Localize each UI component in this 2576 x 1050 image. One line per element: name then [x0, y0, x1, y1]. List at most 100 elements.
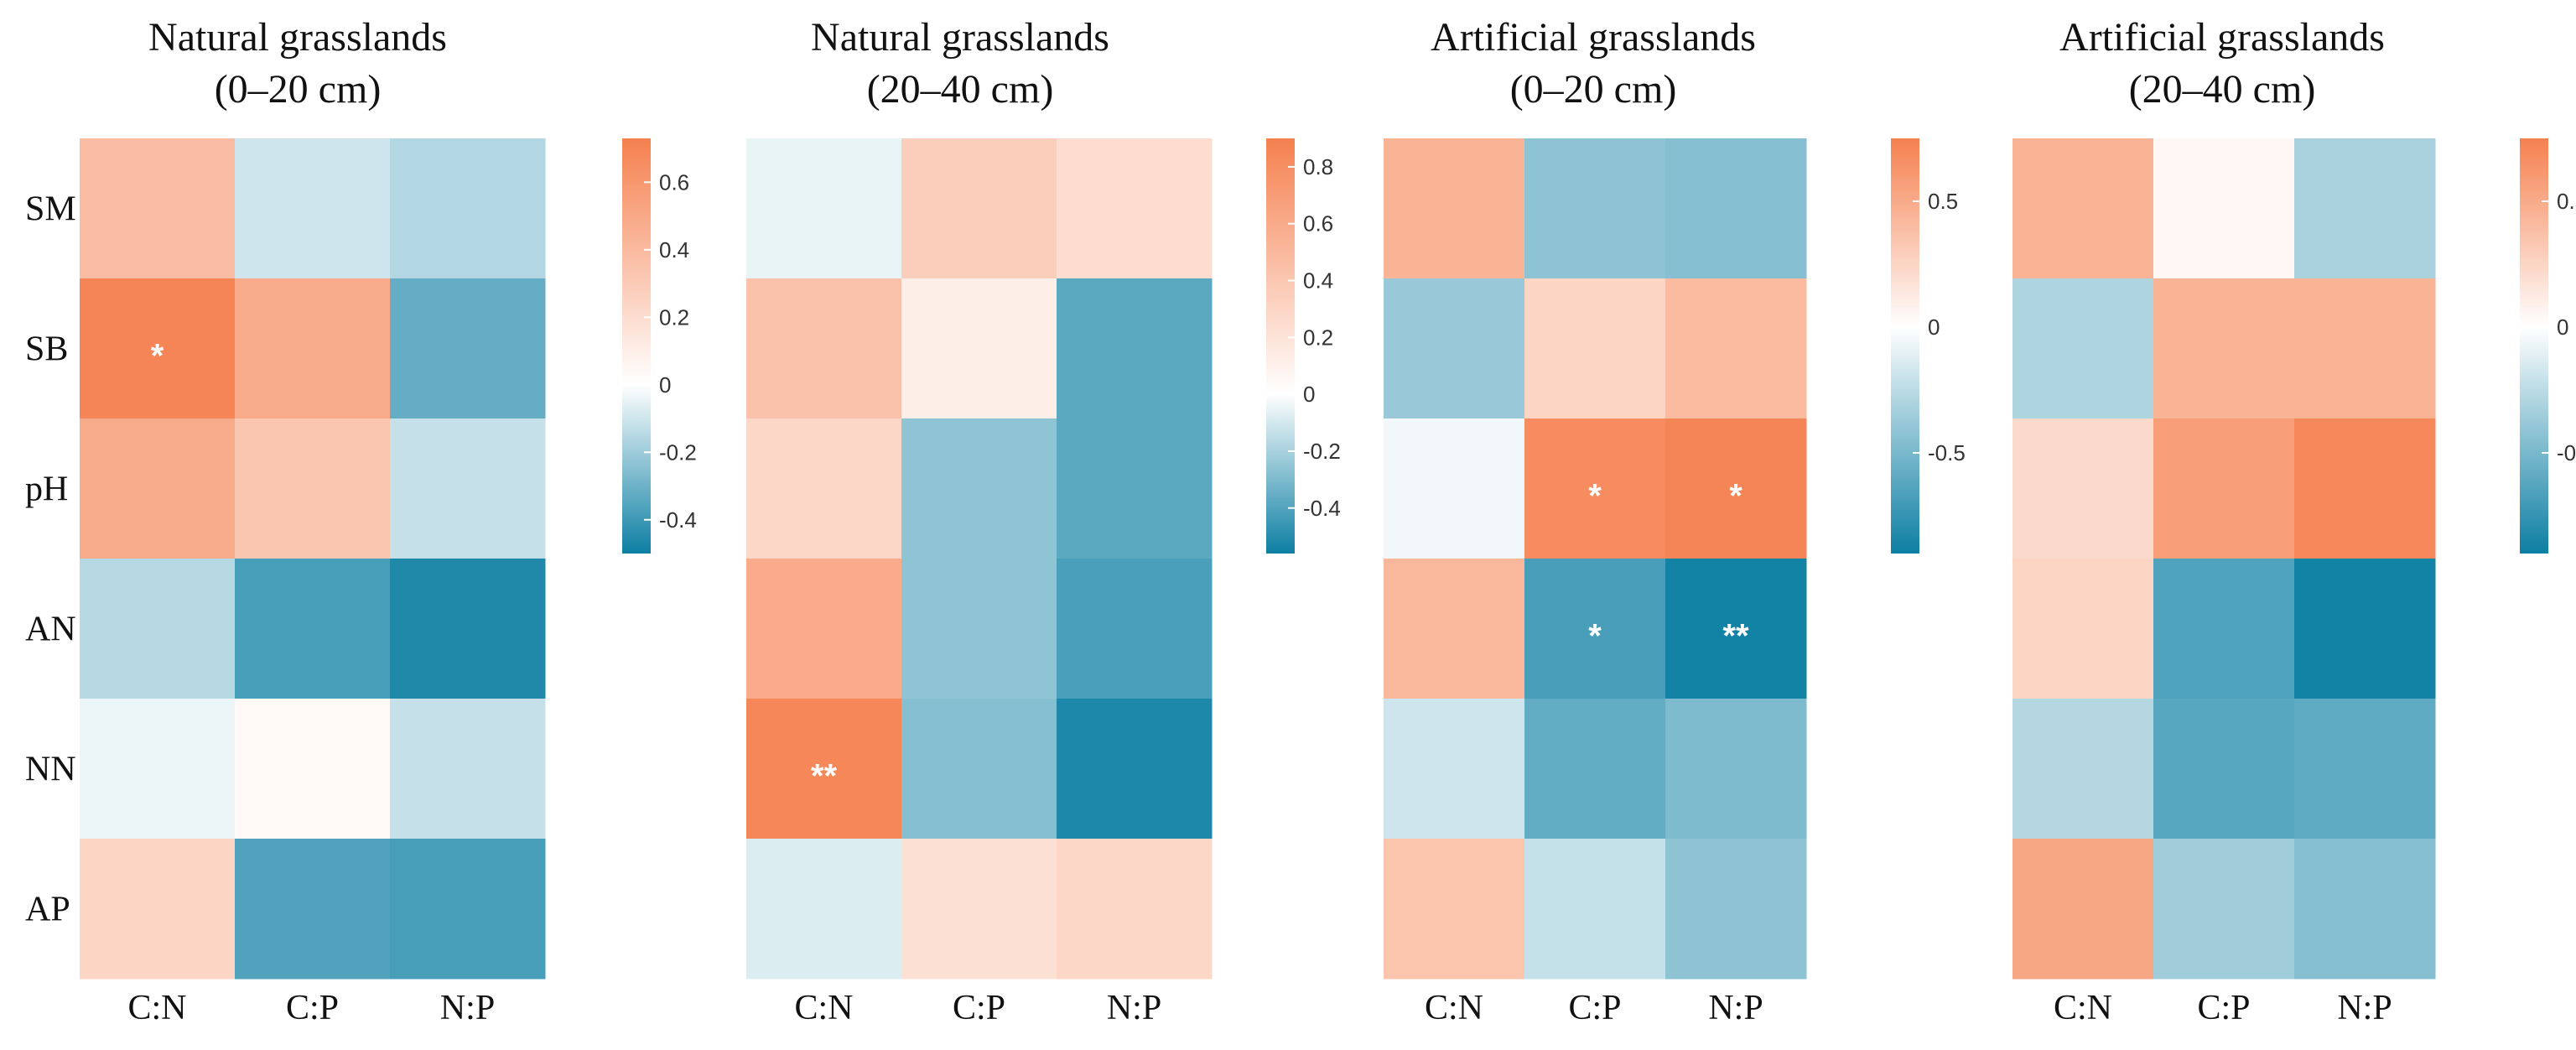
heatmap-cell — [1384, 138, 1525, 279]
heatmap-cell — [1524, 559, 1666, 699]
heatmap-cell — [80, 418, 236, 559]
heatmap-cell — [1524, 418, 1666, 559]
heatmap-cell — [80, 278, 236, 419]
heatmap-cell — [2294, 559, 2436, 699]
heatmap-cell — [901, 559, 1057, 699]
heatmap-cell — [390, 839, 546, 980]
panel-title-line: (0–20 cm) — [1510, 67, 1677, 112]
heatmap-cell — [390, 699, 546, 839]
heatmap-cell — [80, 699, 236, 839]
panel-title-line: Natural grasslands — [148, 15, 447, 60]
colorbar-tick-label: -0.2 — [1303, 439, 1341, 464]
heatmap-cell — [1057, 418, 1213, 559]
heatmap-cell — [2294, 418, 2436, 559]
heatmap-cell — [390, 278, 546, 419]
colorbar-tick-label: -0.4 — [1303, 496, 1341, 521]
heatmap-cell — [746, 138, 902, 279]
heatmap-cell — [1384, 418, 1525, 559]
row-label: AN — [25, 611, 76, 649]
colorbar-tick-label: 0.6 — [1303, 211, 1333, 237]
heatmap-cell — [2012, 699, 2154, 839]
heatmap-cell — [2294, 278, 2436, 419]
column-label: C:N — [794, 989, 853, 1027]
heatmap-cell — [901, 418, 1057, 559]
heatmap-cell — [1057, 699, 1213, 839]
colorbar-tick-label: 0.5 — [2557, 189, 2576, 214]
row-label: SM — [25, 190, 76, 229]
significance-marker: * — [1588, 478, 1602, 515]
heatmap-cell — [1057, 839, 1213, 980]
heatmap-cell — [80, 138, 236, 279]
colorbar-tick-label: -0.5 — [2557, 440, 2576, 465]
heatmap-cell — [390, 138, 546, 279]
heatmap-cell — [1524, 839, 1666, 980]
column-label: C:P — [953, 989, 1005, 1027]
colorbar-tick-label: 0.4 — [1303, 268, 1333, 294]
heatmap-cell — [2012, 839, 2154, 980]
row-label: pH — [25, 470, 68, 509]
heatmap-panel-3: Artificial grasslands(0–20 cm)* ** **C:N C:… — [1384, 15, 1966, 1027]
heatmap-cell — [2153, 559, 2295, 699]
significance-marker: ** — [1722, 618, 1749, 655]
significance-marker: * — [151, 338, 164, 375]
heatmap-cell — [2294, 138, 2436, 279]
row-label: SB — [25, 330, 68, 369]
colorbar-tick-label: 0 — [1928, 314, 1940, 340]
heatmap-cell — [1384, 559, 1525, 699]
heatmap-cell — [2153, 839, 2295, 980]
heatmap-panel-2: Natural grasslands (20–40 cm) ** C:N C:P N:P 0… — [746, 15, 1341, 1027]
heatmap-cell — [2012, 138, 2154, 279]
colorbar-tick-label: 0.4 — [659, 237, 689, 262]
column-label: C:P — [2197, 989, 2250, 1027]
panel-title-line: (20–40 cm) — [2129, 67, 2316, 112]
colorbar — [2520, 138, 2548, 554]
heatmap-cell — [235, 699, 391, 839]
column-label: C:N — [1425, 989, 1483, 1027]
colorbar-tick-label: 0.2 — [1303, 325, 1333, 350]
heatmap-cell — [746, 559, 902, 699]
heatmap-cell — [390, 418, 546, 559]
heatmap-cell — [1057, 559, 1213, 699]
column-label: N:P — [1708, 989, 1763, 1027]
heatmap-cell — [1665, 699, 1807, 839]
column-label: N:P — [1107, 989, 1161, 1027]
significance-marker: ** — [811, 758, 838, 795]
panel-title-line: Artificial grasslands — [2059, 15, 2385, 60]
heatmap-cell — [1665, 138, 1807, 279]
heatmap-cell — [235, 839, 391, 980]
row-label: NN — [25, 751, 76, 789]
colorbar-tick-label: 0.6 — [659, 169, 689, 195]
heatmap-cell — [235, 418, 391, 559]
colorbar-tick-label: 0 — [2557, 314, 2568, 340]
panel-title-line: Artificial grasslands — [1431, 15, 1756, 60]
heatmap-cell — [2012, 559, 2154, 699]
heatmap-cell — [1384, 699, 1525, 839]
column-label: C:P — [1568, 989, 1621, 1027]
heatmap-cell — [1057, 278, 1213, 419]
heatmap-cell — [746, 418, 902, 559]
heatmap-cell — [1665, 559, 1807, 699]
heatmap-cell — [1057, 138, 1213, 279]
heatmap-cell — [2153, 699, 2295, 839]
column-label: C:P — [286, 989, 339, 1027]
colorbar-tick-label: 0.5 — [1928, 189, 1958, 214]
heatmap-cell — [80, 839, 236, 980]
colorbar-tick-label: 0.8 — [1303, 154, 1333, 179]
heatmap-cell — [1384, 839, 1525, 980]
column-label: N:P — [2337, 989, 2392, 1027]
heatmap-cell — [1524, 278, 1666, 419]
heatmap-cell — [901, 278, 1057, 419]
colorbar — [1266, 138, 1295, 554]
panel-title-line: (0–20 cm) — [215, 67, 382, 112]
heatmap-cell — [1524, 138, 1666, 279]
colorbar-tick-label: 0 — [659, 372, 671, 398]
heatmap-panel-4: Artificial grasslands (20–40 cm) C:N C:P N:P… — [2012, 15, 2576, 1027]
heatmap-cell — [2153, 418, 2295, 559]
heatmap-cell — [746, 699, 902, 839]
heatmap-cell — [2012, 278, 2154, 419]
heatmap-cell — [2294, 839, 2436, 980]
heatmap-cell — [235, 559, 391, 699]
heatmap-cell — [2153, 138, 2295, 279]
